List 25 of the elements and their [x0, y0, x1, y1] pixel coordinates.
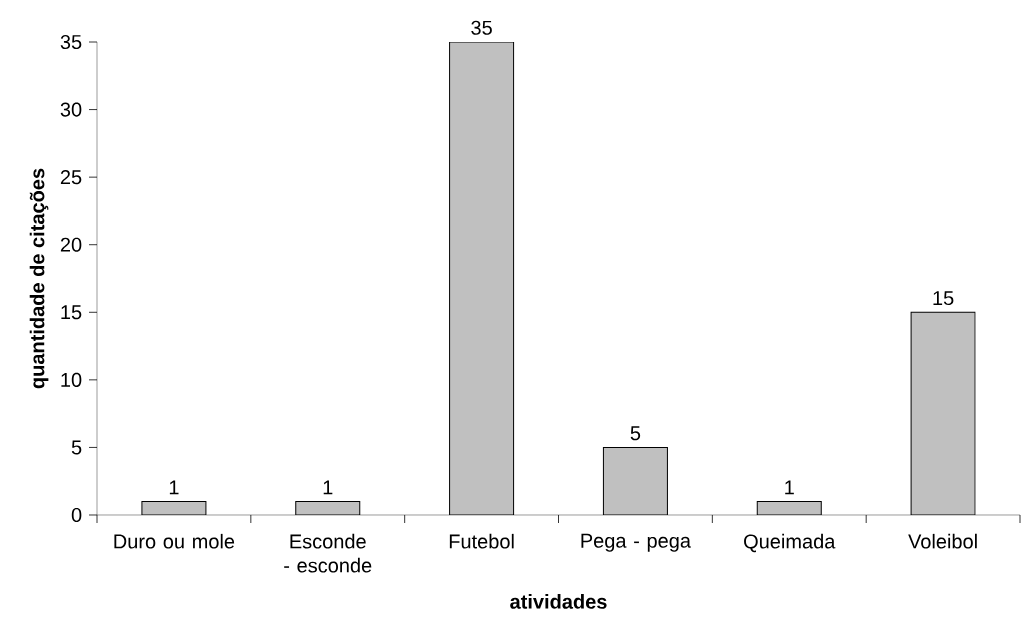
y-tick-label: 10 [61, 372, 82, 387]
data-label: 1 [323, 480, 333, 495]
y-tick-label: 5 [71, 440, 82, 455]
y-tick-label: 15 [61, 305, 82, 320]
data-label: 1 [785, 480, 794, 495]
y-tick-label: 30 [60, 102, 82, 117]
bar [910, 311, 976, 515]
y-tick-label: 0 [71, 507, 82, 523]
y-tick-label: 35 [60, 34, 82, 50]
x-tick-label: Esconde - esconde [284, 533, 372, 573]
data-label: 1 [169, 480, 179, 495]
y-axis-title: quantidade de citações [29, 168, 49, 389]
bar [602, 446, 668, 515]
data-label: 15 [933, 291, 954, 306]
y-tick-label: 25 [60, 170, 82, 185]
bar [449, 42, 515, 515]
data-label: 5 [630, 426, 641, 441]
x-axis-title: atividades [510, 594, 607, 609]
x-tick-label: Voleibol [908, 533, 977, 549]
x-tick-label: Queimada [744, 533, 836, 553]
data-label: 35 [471, 20, 492, 35]
x-tick-label: Futebol [449, 533, 514, 549]
x-tick-label: Pega - pega [581, 533, 691, 552]
y-tick-label: 20 [60, 237, 82, 252]
x-tick-label: Duro ou mole [114, 533, 235, 549]
